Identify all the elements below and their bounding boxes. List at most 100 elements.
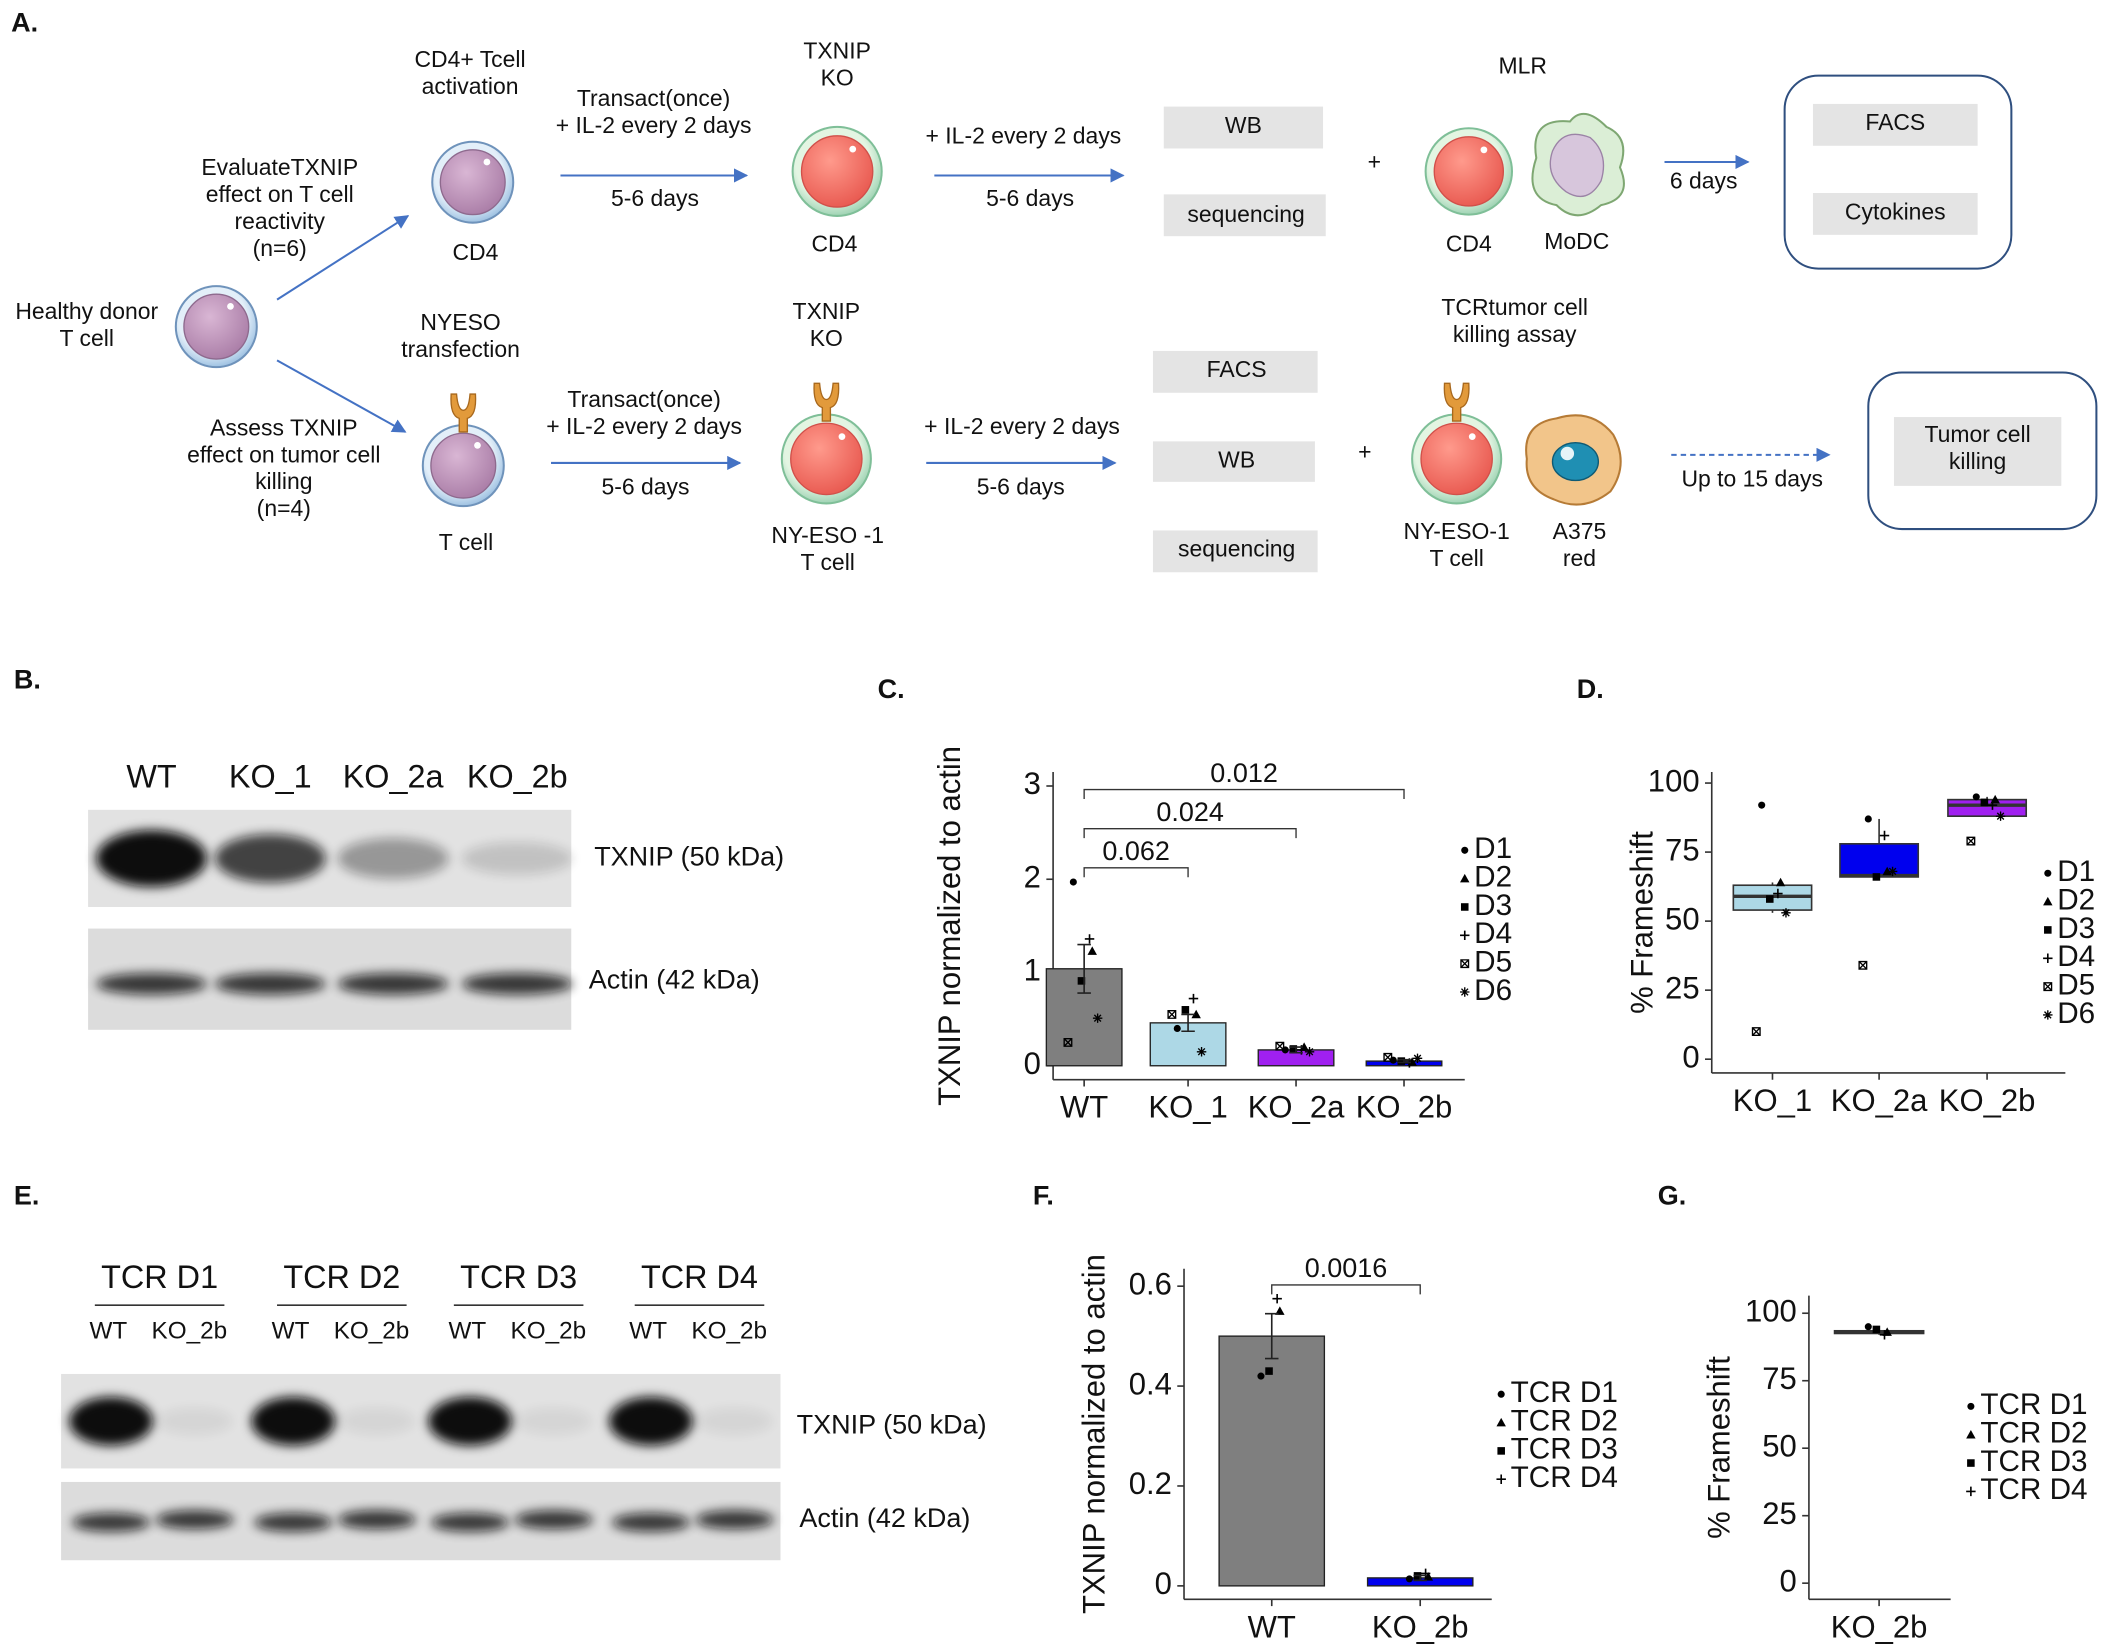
label: EvaluateTXNIP bbox=[201, 154, 358, 180]
data-point bbox=[1872, 1325, 1881, 1334]
legend-marker bbox=[1967, 1402, 1975, 1410]
legend-marker bbox=[1460, 959, 1470, 969]
y-tick-label: 0 bbox=[1780, 1563, 1797, 1598]
label: Up to 15 days bbox=[1681, 466, 1823, 492]
label: MoDC bbox=[1544, 228, 1609, 254]
x-tick-label: KO_2a bbox=[1831, 1083, 1928, 1118]
blot-band bbox=[96, 973, 207, 995]
legend-label: D2 bbox=[2057, 883, 2095, 916]
label: (n=4) bbox=[257, 495, 311, 521]
label: (n=6) bbox=[253, 235, 307, 261]
legend-marker bbox=[2044, 869, 2052, 877]
panel-label: F. bbox=[1033, 1180, 1054, 1210]
legend-label: TCR D2 bbox=[1980, 1417, 2087, 1450]
tcr-receptor bbox=[450, 393, 477, 433]
data-point bbox=[1405, 1575, 1413, 1583]
legend-label: D3 bbox=[1474, 889, 1512, 922]
cell-highlight bbox=[474, 442, 481, 449]
label: T cell bbox=[1429, 545, 1483, 571]
band-label: TXNIP (50 kDa) bbox=[594, 842, 784, 872]
y-tick-label: 2 bbox=[1024, 859, 1041, 894]
x-tick-label: KO_2a bbox=[1248, 1090, 1345, 1125]
lane-label: WT bbox=[629, 1318, 667, 1345]
x-tick-label: KO_2b bbox=[1831, 1609, 1928, 1644]
y-tick-label: 0.2 bbox=[1129, 1466, 1172, 1501]
lane-label: WT bbox=[89, 1318, 127, 1345]
legend-marker bbox=[1497, 1390, 1505, 1398]
data-point bbox=[1872, 873, 1881, 881]
label: KO bbox=[810, 325, 843, 351]
legend-label: D2 bbox=[1474, 860, 1512, 893]
cell-highlight bbox=[483, 158, 491, 166]
data-point bbox=[1879, 1330, 1890, 1340]
lane-label: KO_2b bbox=[467, 758, 568, 794]
label: MLR bbox=[1499, 53, 1547, 79]
label: CD4 bbox=[452, 239, 498, 265]
blot-band bbox=[71, 1512, 151, 1532]
p-value: 0.024 bbox=[1156, 797, 1224, 827]
legend-label: TCR D4 bbox=[1980, 1473, 2087, 1506]
data-point bbox=[1995, 811, 2006, 821]
arrow bbox=[276, 359, 407, 433]
band-label: Actin (42 kDa) bbox=[799, 1503, 970, 1533]
cell-highlight bbox=[1560, 446, 1575, 461]
label: + bbox=[1358, 439, 1371, 465]
data-point bbox=[1887, 866, 1898, 877]
y-tick-label: 100 bbox=[1745, 1293, 1797, 1328]
blot-band bbox=[214, 973, 326, 995]
label: reactivity bbox=[234, 208, 325, 234]
band-label: Actin (42 kDa) bbox=[589, 964, 760, 994]
label: Assess TXNIP bbox=[210, 414, 357, 440]
label: + IL-2 every 2 days bbox=[546, 413, 742, 439]
y-tick-label: 0.6 bbox=[1129, 1266, 1172, 1301]
data-point bbox=[1972, 793, 1980, 801]
y-tick-label: 25 bbox=[1762, 1496, 1797, 1531]
label: + IL-2 every 2 days bbox=[556, 112, 752, 138]
blot-band bbox=[156, 1407, 233, 1435]
data-point bbox=[1383, 1052, 1393, 1062]
legend-marker bbox=[1461, 846, 1469, 854]
group-label: TCR D1 bbox=[101, 1259, 218, 1295]
blot-band bbox=[430, 1512, 510, 1532]
y-tick-label: 50 bbox=[1665, 901, 1700, 936]
y-axis-title: TXNIP normalized to actin bbox=[1076, 1254, 1111, 1614]
data-point bbox=[1304, 1047, 1315, 1057]
data-point bbox=[1092, 1013, 1103, 1023]
error-bar bbox=[1265, 1312, 1279, 1360]
label: sequencing bbox=[1178, 536, 1295, 562]
blot-band bbox=[339, 1407, 415, 1435]
label: 5-6 days bbox=[602, 474, 690, 500]
legend-label: TCR D3 bbox=[1980, 1445, 2087, 1478]
assay-box bbox=[1893, 417, 2062, 486]
assay-box bbox=[1163, 106, 1324, 149]
readout-frame bbox=[1783, 74, 2013, 270]
panel-label: G. bbox=[1658, 1180, 1687, 1210]
cell-nucleus bbox=[183, 293, 250, 360]
error-bar bbox=[1289, 1046, 1303, 1054]
arrow bbox=[276, 215, 410, 301]
data-point bbox=[1412, 1053, 1423, 1064]
panel-label: E. bbox=[14, 1180, 40, 1210]
legend-label: D1 bbox=[1474, 832, 1512, 865]
box bbox=[1839, 842, 1920, 878]
label: 5-6 days bbox=[977, 474, 1065, 500]
group-label: TCR D2 bbox=[283, 1259, 400, 1295]
label: Transact(once) bbox=[577, 85, 730, 111]
label: WB bbox=[1218, 447, 1255, 473]
cell-highlight bbox=[849, 145, 857, 153]
cell-highlight bbox=[1480, 146, 1488, 154]
label: Transact(once) bbox=[567, 386, 720, 412]
blot-band bbox=[515, 1407, 592, 1435]
blot-band bbox=[337, 838, 449, 879]
p-value: 0.0016 bbox=[1305, 1253, 1388, 1283]
legend-label: D6 bbox=[2057, 997, 2095, 1030]
significance-bracket bbox=[1083, 788, 1405, 800]
data-point bbox=[1879, 830, 1890, 841]
legend-label: D1 bbox=[2057, 855, 2095, 888]
lane-label: WT bbox=[448, 1318, 486, 1345]
error-bar bbox=[1181, 1013, 1195, 1033]
band-label: TXNIP (50 kDa) bbox=[797, 1410, 987, 1440]
legend-marker bbox=[1460, 930, 1470, 941]
blot-band bbox=[155, 1510, 234, 1530]
